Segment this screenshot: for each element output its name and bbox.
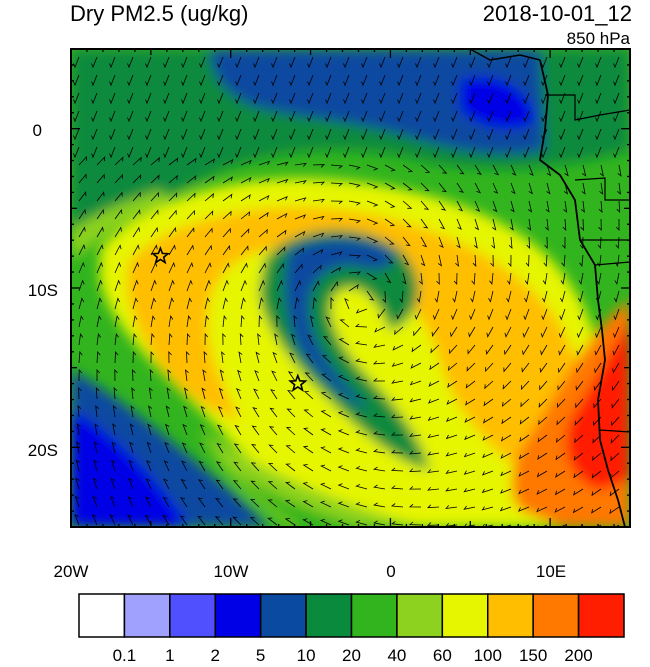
axis-ticks [70, 48, 631, 528]
colorbar-swatch [214, 593, 262, 638]
coastline-north [469, 49, 541, 61]
colorbar-swatch [577, 593, 625, 638]
colorbar-label: 1 [165, 646, 174, 665]
x-tick-label: 0 [386, 562, 395, 581]
star-marker [150, 245, 171, 265]
colorbar-label: 200 [564, 646, 592, 665]
y-tick-label: 10S [28, 281, 58, 300]
colorbar: 0.1 1 2 5 10 20 40 60 100 150 200 [78, 593, 625, 665]
colorbar-label: 0.1 [113, 646, 137, 665]
colorbar-swatch [259, 593, 307, 638]
coastline [539, 59, 626, 527]
pressure-level-label: 850 hPa [566, 29, 630, 48]
colorbar-label: 100 [474, 646, 502, 665]
y-tick-label: 20S [28, 441, 58, 460]
colorbar-swatch [78, 593, 126, 638]
wind-barbs [73, 56, 622, 527]
colorbar-label: 60 [433, 646, 452, 665]
star-marker [288, 373, 308, 392]
colorbar-label: 10 [297, 646, 316, 665]
country-borders [545, 94, 630, 433]
colorbar-swatch [487, 593, 534, 638]
colorbar-swatch [396, 593, 444, 638]
map-title: Dry PM2.5 (ug/kg) [70, 1, 249, 26]
concentration-field [71, 49, 630, 527]
colorbar-swatch [532, 593, 580, 638]
x-tick-label: 10E [536, 562, 566, 581]
colorbar-swatch [350, 593, 398, 638]
colorbar-swatch [305, 593, 353, 638]
colorbar-swatch [169, 593, 216, 638]
datetime-label: 2018-10-01_12 [482, 1, 632, 26]
colorbar-label: 2 [211, 646, 220, 665]
x-tick-label: 20W [54, 562, 89, 581]
station-markers [150, 245, 308, 392]
colorbar-label: 20 [342, 646, 361, 665]
colorbar-swatch [441, 593, 489, 638]
colorbar-swatch [123, 593, 171, 638]
x-tick-label: 10W [214, 562, 249, 581]
y-tick-label: 0 [33, 121, 42, 140]
colorbar-label: 40 [387, 646, 406, 665]
colorbar-label: 5 [256, 646, 265, 665]
colorbar-label: 150 [519, 646, 547, 665]
